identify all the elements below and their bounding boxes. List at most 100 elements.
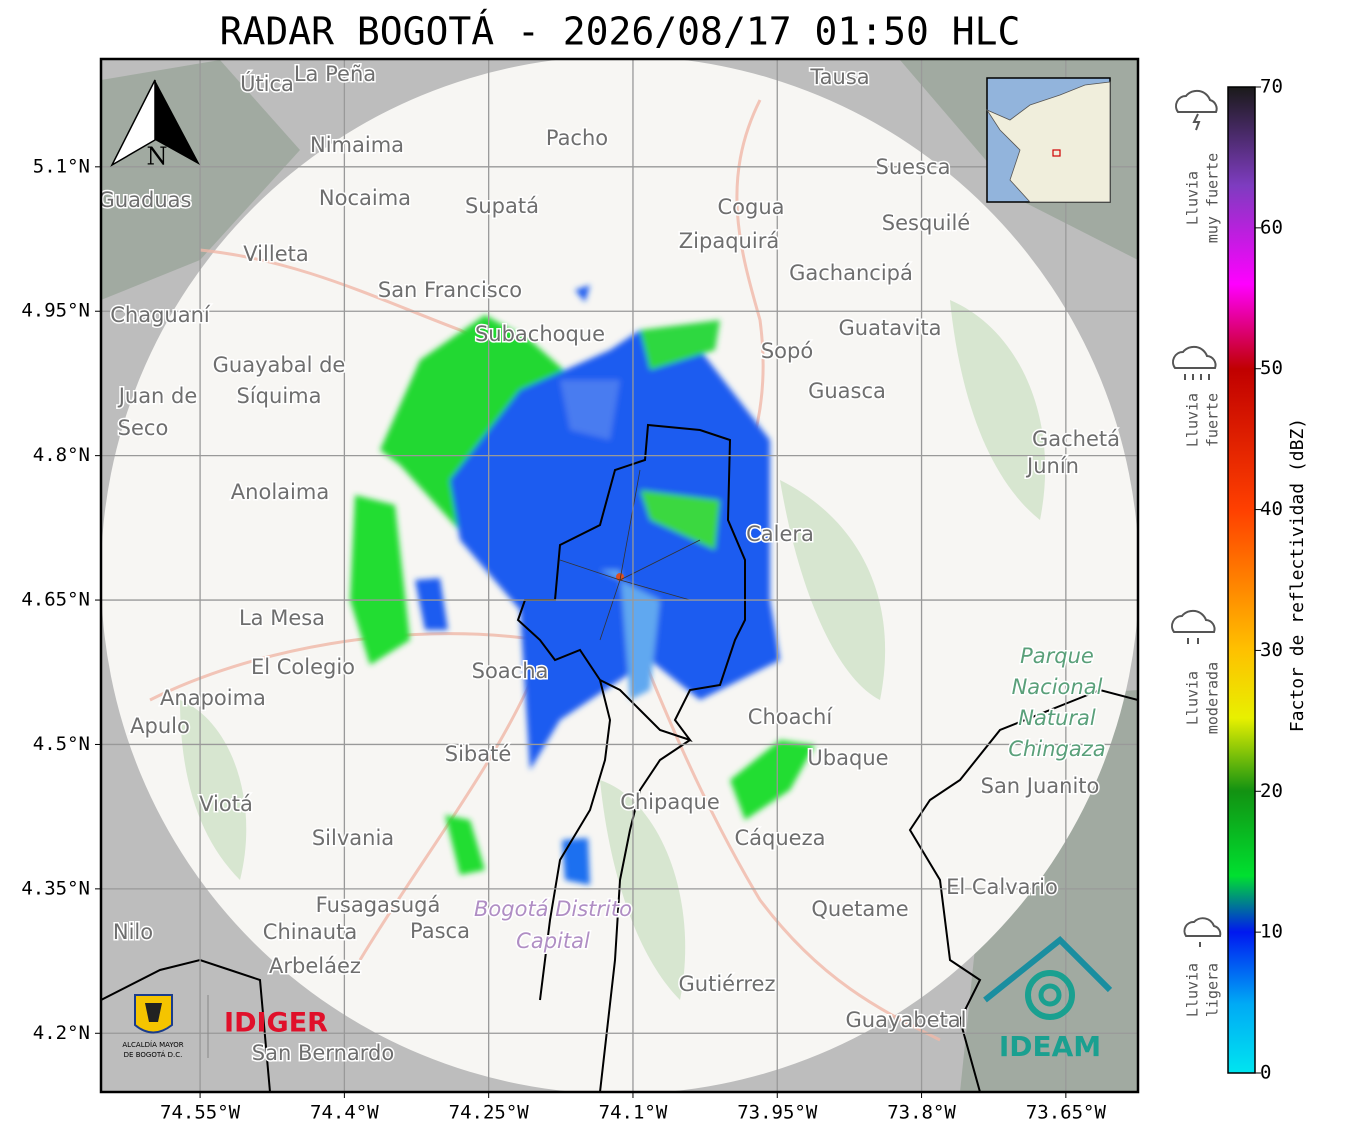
place-label: Suesca: [876, 155, 951, 179]
place-label: Sopó: [761, 339, 813, 363]
place-label: La Peña: [294, 62, 376, 86]
rain-category-label: Lluvia: [1184, 963, 1202, 1017]
north-label: N: [147, 143, 168, 171]
place-label: Soacha: [472, 659, 549, 683]
place-label: San Bernardo: [252, 1041, 394, 1065]
graticule: [101, 59, 1138, 1092]
rain-category-label: Lluvia: [1184, 393, 1202, 447]
y-tick-label: 4.35°N: [21, 877, 90, 899]
place-label: Síquima: [237, 384, 322, 408]
y-tick-label: 4.5°N: [33, 733, 90, 755]
x-tick-label: 73.65°W: [1026, 1102, 1107, 1124]
place-label: El Colegio: [251, 655, 355, 679]
place-label: Chipaque: [620, 790, 720, 814]
place-label: Zipaquirá: [679, 229, 779, 253]
place-label: San Francisco: [378, 278, 522, 302]
colorbar-tick-label: 60: [1260, 216, 1283, 238]
place-label: Seco: [118, 416, 169, 440]
inset-map: [985, 77, 1111, 203]
rain-category-label: moderada: [1204, 662, 1222, 734]
place-label: Apulo: [130, 714, 190, 738]
place-label: Guasca: [808, 379, 886, 403]
x-tick-label: 74.1°W: [599, 1102, 668, 1124]
park-label: Chingaza: [1008, 737, 1105, 761]
axes: 74.55°W 74.4°W 74.25°W 74.1°W 73.95°W 73.8°W 7…: [21, 155, 1106, 1123]
north-arrow: N: [110, 79, 200, 171]
colorbar-tick-label: 0: [1260, 1062, 1271, 1084]
place-label: Sesquilé: [882, 211, 970, 235]
place-label: Quetame: [811, 897, 908, 921]
rain-category-label: fuerte: [1204, 393, 1222, 447]
y-tick-label: 4.95°N: [21, 300, 90, 322]
place-label: Supatá: [465, 194, 539, 218]
radar-echoes: [350, 285, 815, 885]
place-label: Ubaque: [807, 746, 888, 770]
place-label: Junín: [1025, 454, 1079, 478]
rain-category-label: muy fuerte: [1204, 153, 1222, 243]
place-label: Chinauta: [263, 920, 357, 944]
capital-label: Bogotá Distrito: [474, 897, 632, 921]
place-label: Anolaima: [231, 480, 329, 504]
place-label: Nocaima: [319, 186, 411, 210]
map-frame: [99, 57, 1140, 1094]
place-label: Juan de: [117, 384, 198, 408]
rain-category-label: Lluvia: [1184, 671, 1202, 725]
place-label: Pacho: [546, 126, 608, 150]
place-label: Gachetá: [1032, 427, 1120, 451]
place-label: Nimaima: [310, 133, 404, 157]
place-label: Villeta: [243, 242, 308, 266]
place-label: Chaguaní: [110, 303, 211, 327]
title: RADAR BOGOTÁ - 2026/08/17 01:50 HLC: [220, 10, 1021, 54]
y-tick-label: 4.65°N: [21, 589, 90, 611]
colorbar: [1227, 86, 1256, 1074]
map: Útica La Peña Tausa Pacho Nimaima Guaduas Noca…: [99, 59, 1138, 1092]
colorbar-ticks: 0 10 20 30 40 50 60 70: [1255, 76, 1283, 1084]
colorbar-tick-label: 70: [1260, 76, 1283, 98]
x-tick-label: 73.8°W: [887, 1102, 956, 1124]
place-label: Choachí: [748, 705, 834, 729]
y-tick-label: 4.2°N: [33, 1022, 90, 1044]
place-label: Calera: [746, 522, 814, 546]
x-tick-label: 74.55°W: [160, 1102, 241, 1124]
logo-idiger: IDIGER: [224, 1008, 328, 1039]
place-label: Cáqueza: [735, 826, 826, 850]
place-label: Viotá: [199, 792, 253, 816]
place-label: Sibaté: [445, 742, 512, 766]
place-label: Subachoque: [475, 322, 605, 346]
x-tick-label: 74.4°W: [310, 1102, 379, 1124]
logo-text: DE BOGOTÁ D.C.: [124, 1050, 183, 1059]
colorbar-tick-label: 50: [1260, 357, 1283, 379]
logos: ALCALDÍA MAYOR DE BOGOTÁ D.C. IDIGER IDE…: [122, 935, 1113, 1063]
park-label: Nacional: [1012, 675, 1103, 699]
colorbar-tick-label: 20: [1260, 780, 1283, 802]
colorbar-tick-label: 10: [1260, 921, 1283, 943]
place-label: Útica: [240, 71, 294, 96]
boundaries: [101, 423, 1138, 1092]
y-tick-label: 5.1°N: [33, 155, 90, 177]
place-label: San Juanito: [981, 774, 1100, 798]
place-label: El Calvario: [946, 875, 1058, 899]
logo-text: ALCALDÍA MAYOR: [122, 1040, 183, 1049]
logo-ideam: IDEAM: [999, 1030, 1101, 1063]
place-labels: Útica La Peña Tausa Pacho Nimaima Guaduas Noca…: [99, 61, 1122, 1067]
terrain-green: [180, 300, 1046, 1000]
place-label: Silvania: [312, 826, 394, 850]
place-label: La Mesa: [239, 606, 325, 630]
y-tick-label: 4.8°N: [33, 444, 90, 466]
x-tick-label: 73.95°W: [737, 1102, 818, 1124]
rain-category-label: ligera: [1204, 963, 1222, 1017]
park-label: Natural: [1018, 706, 1096, 730]
place-label: Pasca: [410, 919, 470, 943]
place-label: Guayabal de: [213, 353, 346, 377]
place-label: Guaduas: [99, 188, 192, 212]
colorbar-tick-label: 40: [1260, 498, 1283, 520]
place-label: Gutiérrez: [679, 972, 776, 996]
rain-icons: [1171, 89, 1222, 947]
place-label: Cogua: [717, 195, 784, 219]
colorbar-label: Factor de reflectividad (dBZ): [1287, 418, 1308, 732]
place-label: Guayabetal: [846, 1008, 967, 1032]
x-tick-label: 74.25°W: [449, 1102, 530, 1124]
park-label: Parque: [1020, 644, 1094, 668]
